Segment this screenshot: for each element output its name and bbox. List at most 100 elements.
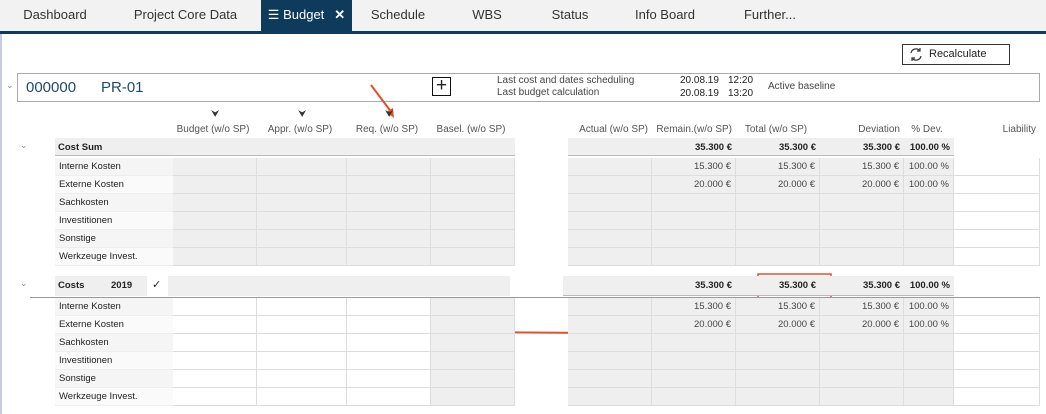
- table-cell[interactable]: [173, 248, 257, 266]
- table-cell[interactable]: [736, 248, 820, 266]
- table-cell[interactable]: [257, 388, 347, 406]
- table-cell[interactable]: [736, 194, 820, 212]
- column-header[interactable]: Appr. (w/o SP): [267, 124, 333, 135]
- table-cell[interactable]: [347, 334, 431, 352]
- table-cell[interactable]: 15.300 €: [652, 298, 736, 316]
- column-header[interactable]: Remain.(w/o SP): [656, 124, 732, 135]
- table-cell[interactable]: [652, 388, 736, 406]
- table-cell[interactable]: 100.00 %: [904, 176, 954, 194]
- table-cell[interactable]: [820, 334, 904, 352]
- table-cell[interactable]: [568, 158, 652, 176]
- table-cell[interactable]: [431, 158, 515, 176]
- table-cell[interactable]: [954, 158, 1040, 176]
- collapse-project-chevron-icon[interactable]: ⌄: [6, 80, 14, 90]
- table-cell[interactable]: 20.000 €: [736, 176, 820, 194]
- column-header[interactable]: Basel. (w/o SP): [436, 124, 506, 135]
- table-cell[interactable]: [568, 334, 652, 352]
- table-cell[interactable]: [257, 334, 347, 352]
- table-cell[interactable]: [652, 230, 736, 248]
- table-cell[interactable]: [257, 248, 347, 266]
- table-cell[interactable]: 20.000 €: [736, 316, 820, 334]
- table-cell[interactable]: [257, 230, 347, 248]
- table-cell[interactable]: [904, 230, 954, 248]
- table-cell[interactable]: [954, 176, 1040, 194]
- add-button[interactable]: +: [432, 76, 451, 96]
- tab-info-board[interactable]: Info Board: [610, 0, 720, 31]
- table-cell[interactable]: [347, 194, 431, 212]
- table-cell[interactable]: 15.300 €: [736, 158, 820, 176]
- table-cell[interactable]: [736, 388, 820, 406]
- table-cell[interactable]: [431, 316, 515, 334]
- table-cell[interactable]: [954, 212, 1040, 230]
- column-header[interactable]: % Dev.: [911, 124, 943, 135]
- tab-project-core-data[interactable]: Project Core Data: [110, 0, 261, 31]
- table-cell[interactable]: [820, 230, 904, 248]
- table-cell[interactable]: [431, 194, 515, 212]
- table-cell[interactable]: 15.300 €: [820, 158, 904, 176]
- table-cell[interactable]: [904, 352, 954, 370]
- table-cell[interactable]: [431, 248, 515, 266]
- tab-wbs[interactable]: WBS: [444, 0, 530, 31]
- table-cell[interactable]: [954, 230, 1040, 248]
- table-cell[interactable]: [736, 230, 820, 248]
- tab-status[interactable]: Status: [530, 0, 610, 31]
- collapse-cost_sum-chevron-icon[interactable]: ⌄: [20, 140, 28, 150]
- check-icon[interactable]: ✓: [152, 279, 162, 291]
- table-cell[interactable]: [173, 334, 257, 352]
- table-cell[interactable]: [904, 248, 954, 266]
- table-cell[interactable]: [347, 212, 431, 230]
- table-cell[interactable]: [820, 248, 904, 266]
- table-cell[interactable]: [954, 352, 1040, 370]
- table-cell[interactable]: 15.300 €: [736, 298, 820, 316]
- table-cell[interactable]: [954, 316, 1040, 334]
- table-cell[interactable]: [347, 316, 431, 334]
- table-cell[interactable]: [652, 352, 736, 370]
- table-cell[interactable]: [257, 298, 347, 316]
- table-cell[interactable]: [568, 194, 652, 212]
- table-cell[interactable]: [431, 334, 515, 352]
- table-cell[interactable]: [568, 212, 652, 230]
- column-header[interactable]: Deviation: [858, 124, 900, 135]
- table-cell[interactable]: [568, 388, 652, 406]
- table-cell[interactable]: [347, 230, 431, 248]
- column-header[interactable]: Liability: [1002, 124, 1036, 135]
- table-cell[interactable]: [954, 248, 1040, 266]
- table-cell[interactable]: [431, 370, 515, 388]
- filter-icon[interactable]: ⮟: [211, 109, 220, 120]
- tab-budget[interactable]: ☰ Budget ✕: [261, 0, 352, 31]
- table-cell[interactable]: [904, 334, 954, 352]
- close-icon[interactable]: ✕: [334, 7, 346, 22]
- menu-icon[interactable]: ☰: [267, 7, 284, 22]
- table-cell[interactable]: [173, 298, 257, 316]
- table-cell[interactable]: [820, 194, 904, 212]
- table-cell[interactable]: [173, 158, 257, 176]
- table-cell[interactable]: [347, 176, 431, 194]
- table-cell[interactable]: [568, 230, 652, 248]
- column-header[interactable]: Budget (w/o SP): [176, 124, 250, 135]
- table-cell[interactable]: [736, 352, 820, 370]
- table-cell[interactable]: [431, 388, 515, 406]
- table-cell[interactable]: [257, 370, 347, 388]
- table-cell[interactable]: [820, 352, 904, 370]
- table-cell[interactable]: [257, 158, 347, 176]
- table-cell[interactable]: [347, 388, 431, 406]
- table-cell[interactable]: [904, 194, 954, 212]
- table-cell[interactable]: [347, 298, 431, 316]
- table-cell[interactable]: [820, 388, 904, 406]
- table-cell[interactable]: [652, 248, 736, 266]
- table-cell[interactable]: [652, 370, 736, 388]
- filter-icon[interactable]: ⮟: [298, 109, 307, 120]
- table-cell[interactable]: [257, 316, 347, 334]
- table-cell[interactable]: [173, 176, 257, 194]
- table-cell[interactable]: [954, 370, 1040, 388]
- table-cell[interactable]: [954, 194, 1040, 212]
- table-cell[interactable]: [568, 176, 652, 194]
- table-cell[interactable]: [736, 370, 820, 388]
- table-cell[interactable]: [652, 194, 736, 212]
- table-cell[interactable]: [820, 370, 904, 388]
- table-cell[interactable]: [347, 158, 431, 176]
- table-cell[interactable]: [431, 352, 515, 370]
- table-cell[interactable]: [347, 370, 431, 388]
- table-cell[interactable]: 20.000 €: [652, 316, 736, 334]
- table-cell[interactable]: [257, 352, 347, 370]
